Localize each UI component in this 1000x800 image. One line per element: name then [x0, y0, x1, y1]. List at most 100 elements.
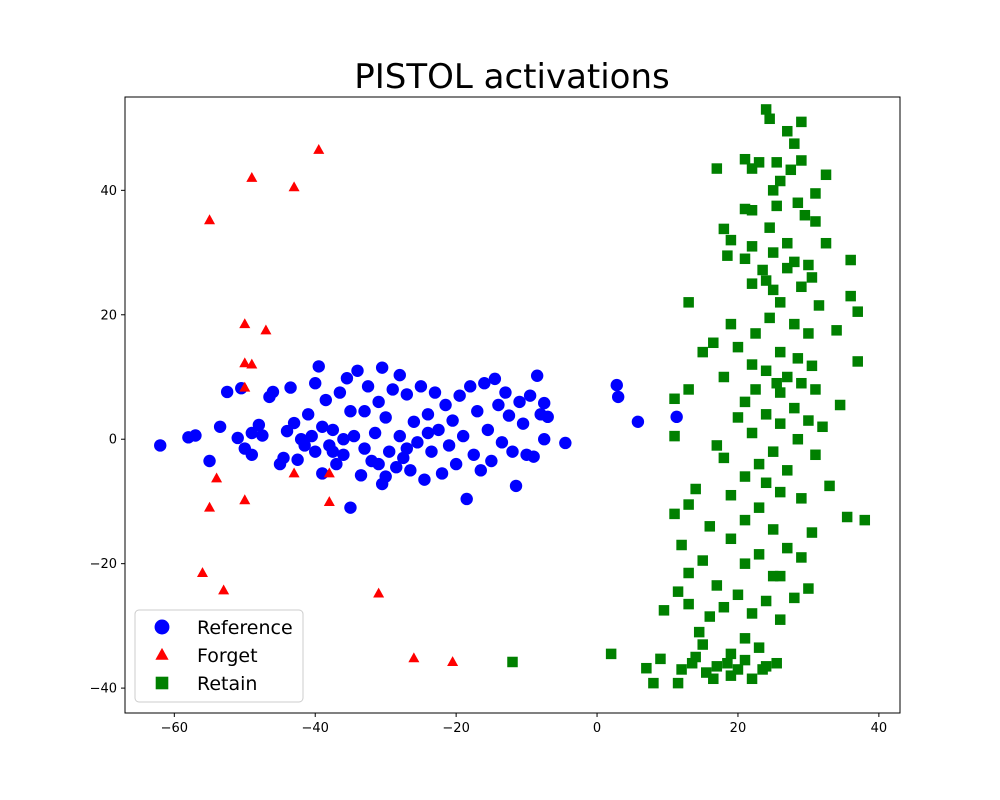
- retain-point: [789, 318, 800, 330]
- reference-point: [284, 381, 297, 394]
- retain-point: [817, 421, 828, 433]
- reference-point: [400, 388, 414, 401]
- reference-point: [449, 457, 463, 471]
- reference-point: [527, 450, 540, 463]
- reference-point: [213, 420, 227, 433]
- y-tick-label: −40: [90, 682, 117, 697]
- retain-point: [739, 153, 751, 165]
- retain-point: [785, 164, 797, 176]
- x-tick-label: −40: [302, 721, 329, 736]
- forget-point: [288, 181, 300, 192]
- reference-point: [559, 436, 572, 450]
- retain-point: [672, 677, 684, 689]
- retain-point: [764, 222, 775, 233]
- retain-point: [750, 384, 761, 395]
- reference-point: [467, 448, 480, 461]
- retain-point: [683, 297, 694, 308]
- retain-point: [704, 611, 716, 622]
- reference-point: [478, 377, 491, 390]
- retain-point: [697, 555, 708, 566]
- forget-point: [204, 501, 216, 512]
- axis-ticks: −60 −40 −20 0 20 40 −40 −20 0 20 40: [90, 184, 888, 736]
- retain-point: [782, 125, 793, 137]
- retain-point: [810, 384, 821, 395]
- retain-point: [764, 113, 775, 125]
- retain-point: [507, 656, 518, 668]
- reference-point: [220, 385, 234, 399]
- retain-point: [824, 480, 835, 492]
- series-retain: [507, 104, 871, 689]
- reference-point: [379, 411, 392, 424]
- reference-point: [326, 445, 340, 458]
- retain-point: [764, 312, 775, 324]
- retain-point: [831, 325, 842, 336]
- retain-point: [820, 237, 832, 249]
- retain-point: [789, 256, 800, 268]
- reference-point: [414, 380, 428, 393]
- reference-point: [460, 492, 473, 506]
- retain-point: [658, 605, 670, 616]
- retain-point: [757, 264, 768, 276]
- reference-point: [421, 408, 435, 421]
- reference-point: [383, 445, 396, 458]
- reference-point: [404, 464, 417, 477]
- forget-point: [239, 494, 251, 505]
- reference-point: [485, 454, 498, 468]
- retain-point: [760, 477, 772, 489]
- forget-point: [239, 381, 251, 392]
- legend-marker-forget: [155, 647, 169, 660]
- reference-point: [397, 451, 410, 465]
- forget-point: [204, 214, 216, 225]
- retain-point: [767, 524, 779, 535]
- retain-point: [718, 223, 730, 235]
- retain-point: [820, 169, 832, 181]
- reference-point: [287, 416, 301, 430]
- reference-point: [400, 442, 414, 455]
- reference-point: [481, 423, 495, 437]
- retain-point: [718, 452, 730, 464]
- retain-point: [782, 465, 793, 476]
- retain-point: [750, 328, 761, 339]
- reference-point: [390, 461, 403, 474]
- reference-point: [541, 410, 554, 424]
- retain-point: [711, 661, 723, 672]
- retain-point: [810, 449, 821, 461]
- reference-point: [337, 448, 350, 461]
- retain-point: [753, 502, 765, 513]
- reference-point: [464, 380, 477, 393]
- retain-point: [732, 412, 744, 423]
- retain-point: [810, 216, 821, 227]
- reference-point: [442, 439, 456, 452]
- retain-point: [792, 353, 804, 364]
- reference-point: [428, 386, 442, 399]
- reference-point: [231, 431, 244, 445]
- reference-point: [252, 418, 266, 432]
- retain-point: [690, 651, 701, 663]
- retain-point: [739, 396, 751, 408]
- retain-point: [704, 521, 716, 532]
- retain-point: [774, 346, 786, 358]
- reference-point: [492, 398, 505, 412]
- x-tick-label: 0: [593, 721, 601, 736]
- retain-point: [686, 657, 698, 669]
- retain-point: [782, 542, 793, 554]
- retain-point: [739, 203, 751, 215]
- forget-point: [288, 467, 300, 478]
- forget-point: [447, 656, 459, 666]
- retain-point: [725, 533, 737, 545]
- retain-point: [852, 356, 863, 367]
- retain-point: [693, 626, 705, 638]
- reference-point: [337, 433, 350, 446]
- retain-point: [760, 275, 772, 286]
- retain-point: [683, 567, 694, 579]
- retain-point: [796, 116, 807, 128]
- legend-label-reference: Reference: [197, 617, 293, 639]
- reference-point: [421, 426, 435, 440]
- retain-point: [796, 377, 807, 389]
- reference-point: [277, 451, 290, 465]
- retain-point: [672, 586, 684, 597]
- reference-point: [333, 386, 347, 399]
- reference-point: [488, 372, 502, 386]
- retain-point: [810, 188, 821, 199]
